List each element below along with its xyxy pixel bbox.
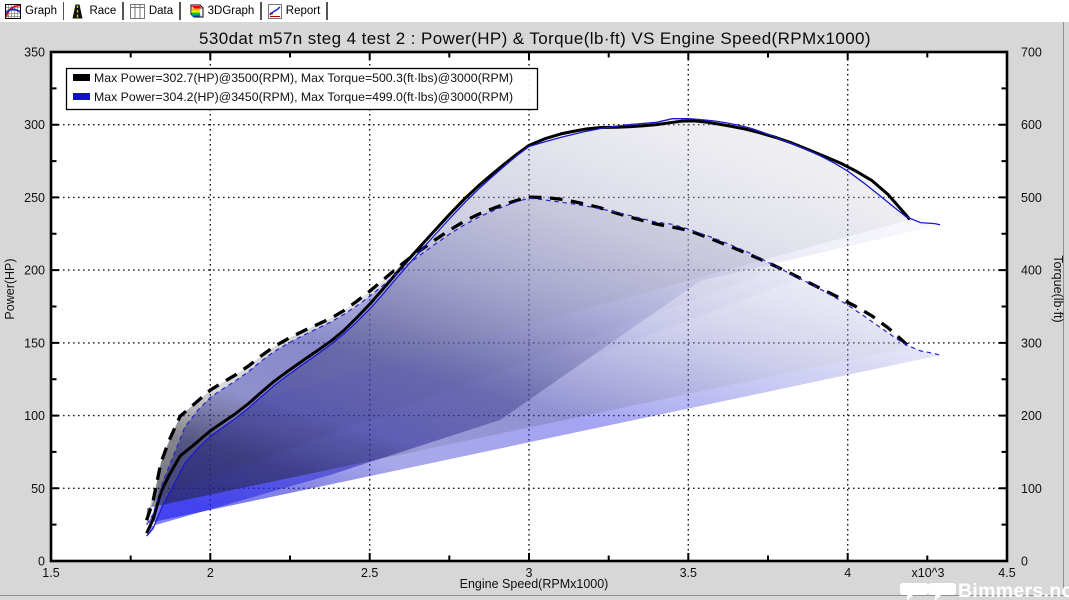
svg-text:530dat m57n steg 4 test 2 : Po: 530dat m57n steg 4 test 2 : Power(HP) & … xyxy=(199,29,871,48)
svg-text:500: 500 xyxy=(1021,191,1042,205)
svg-text:100: 100 xyxy=(24,409,45,423)
svg-text:Max Power=304.2(HP)@3450(RPM),: Max Power=304.2(HP)@3450(RPM), Max Torqu… xyxy=(94,90,513,104)
svg-text:1.5: 1.5 xyxy=(42,566,59,580)
svg-text:Max Power=302.7(HP)@3500(RPM),: Max Power=302.7(HP)@3500(RPM), Max Torqu… xyxy=(94,71,513,85)
svg-text:200: 200 xyxy=(1021,409,1042,423)
svg-text:700: 700 xyxy=(1021,46,1042,60)
svg-text:300: 300 xyxy=(24,118,45,132)
svg-text:2.5: 2.5 xyxy=(361,566,378,580)
svg-text:150: 150 xyxy=(24,336,45,350)
svg-text:0: 0 xyxy=(38,555,45,569)
svg-text:Engine Speed(RPMx1000): Engine Speed(RPMx1000) xyxy=(460,577,609,591)
svg-text:300: 300 xyxy=(1021,336,1042,350)
svg-text:4.5: 4.5 xyxy=(998,566,1015,580)
svg-text:3: 3 xyxy=(526,566,533,580)
svg-text:2: 2 xyxy=(207,566,214,580)
svg-text:3.5: 3.5 xyxy=(680,566,697,580)
svg-text:350: 350 xyxy=(24,46,45,60)
svg-text:x10^3: x10^3 xyxy=(912,566,945,580)
svg-text:Torque(lb·ft): Torque(lb·ft) xyxy=(1051,255,1065,322)
svg-text:200: 200 xyxy=(24,264,45,278)
svg-text:Bimmers.no: Bimmers.no xyxy=(958,580,1069,600)
svg-text:400: 400 xyxy=(1021,264,1042,278)
svg-text:Power(HP): Power(HP) xyxy=(3,258,17,319)
svg-text:600: 600 xyxy=(1021,118,1042,132)
svg-text:250: 250 xyxy=(24,191,45,205)
svg-text:50: 50 xyxy=(31,482,45,496)
svg-text:100: 100 xyxy=(1021,482,1042,496)
svg-text:0: 0 xyxy=(1021,555,1028,569)
svg-text:4: 4 xyxy=(844,566,851,580)
